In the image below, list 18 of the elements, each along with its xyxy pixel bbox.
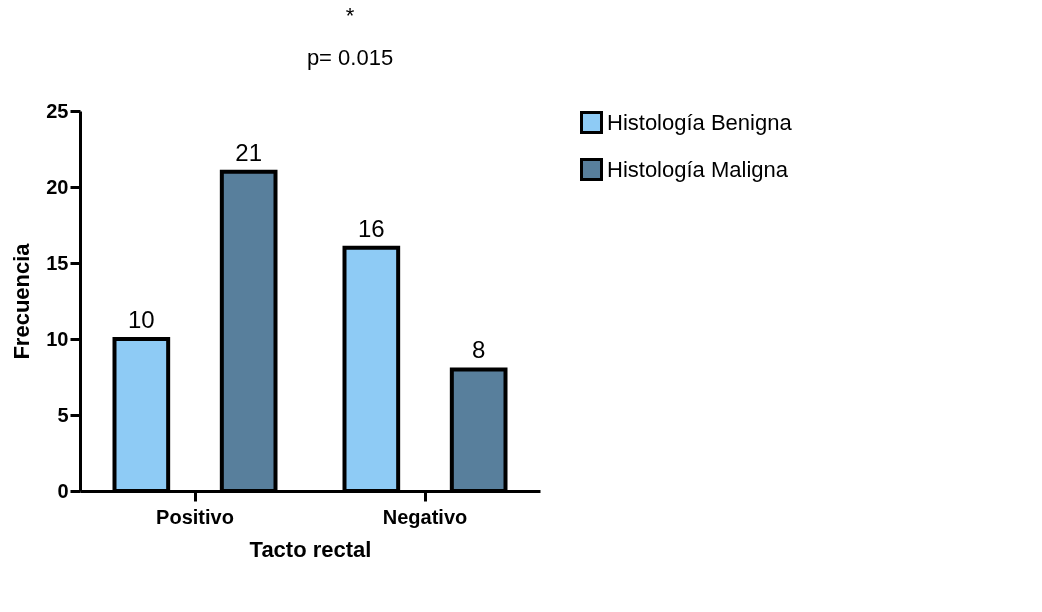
x-tick-label: Positivo [156,505,234,528]
y-tick-label: 20 [46,175,69,198]
x-axis-title: Tacto rectal [249,536,372,562]
y-tick-label: 10 [46,327,69,350]
data-label: 21 [235,138,263,166]
data-label: 8 [471,336,486,364]
legend-label: Histología Benigna [607,109,793,135]
data-label: 10 [127,306,155,333]
y-tick-label: 15 [46,251,69,274]
y-tick-label: 5 [57,403,69,426]
y-tick-label: 0 [57,479,69,502]
text: p= 0.015 [306,45,394,70]
text: * [345,3,355,28]
y-axis-title: Frecuencia [9,242,35,360]
legend-label: Histología Maligna [607,156,789,182]
x-tick-label: Negativo [382,505,468,528]
y-tick-label: 25 [46,99,69,122]
data-label: 16 [357,214,385,242]
